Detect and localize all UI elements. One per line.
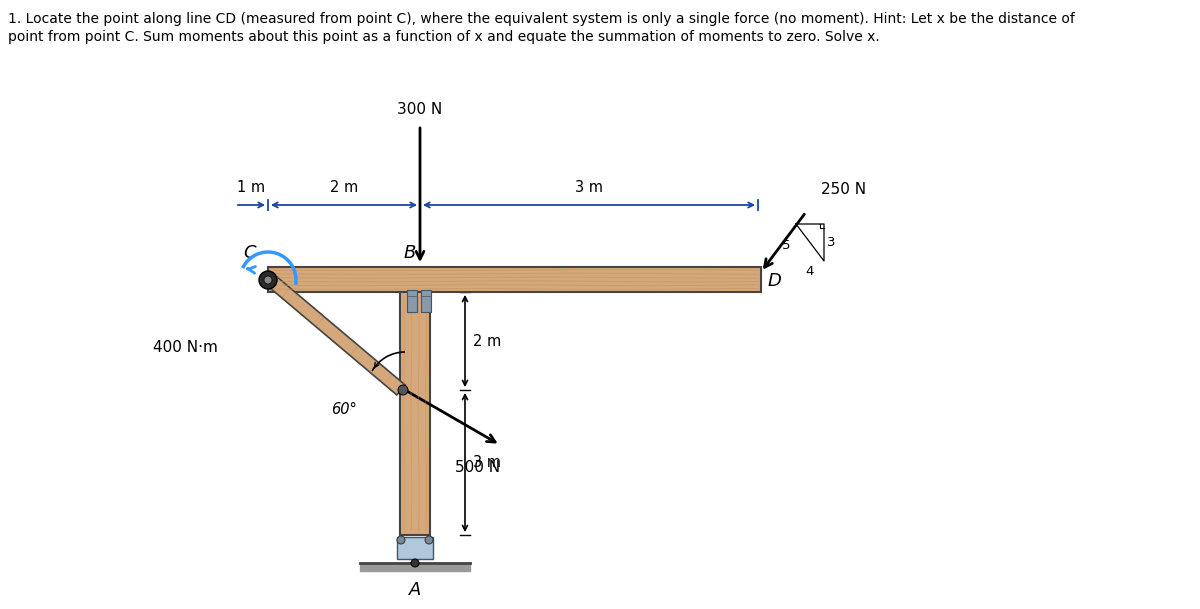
Text: 5: 5 — [781, 239, 790, 252]
Text: 300 N: 300 N — [397, 102, 443, 117]
Text: point from point C. Sum moments about this point as a function of x and equate t: point from point C. Sum moments about th… — [8, 30, 880, 44]
Bar — [397, 537, 433, 559]
Bar — [407, 290, 418, 312]
Circle shape — [259, 271, 277, 289]
Polygon shape — [400, 292, 430, 535]
Text: 400 N·m: 400 N·m — [154, 340, 218, 355]
Circle shape — [425, 536, 433, 544]
Text: 4: 4 — [806, 265, 814, 278]
Text: 500 N: 500 N — [455, 460, 500, 475]
Text: 60°: 60° — [331, 403, 358, 418]
Text: 3: 3 — [827, 236, 835, 249]
Circle shape — [397, 536, 406, 544]
Text: D: D — [768, 272, 782, 290]
Text: C: C — [244, 244, 256, 262]
Text: 3 m: 3 m — [575, 180, 604, 195]
Text: 3 m: 3 m — [473, 455, 502, 470]
Text: 1 m: 1 m — [238, 180, 265, 195]
Text: 1. Locate the point along line CD (measured from point C), where the equivalent : 1. Locate the point along line CD (measu… — [8, 12, 1075, 26]
Text: 2 m: 2 m — [473, 334, 502, 348]
Text: B: B — [404, 244, 416, 262]
Text: 2 m: 2 m — [330, 180, 358, 195]
Circle shape — [410, 559, 419, 567]
Text: 250 N: 250 N — [821, 182, 866, 197]
Polygon shape — [268, 267, 761, 292]
Text: A: A — [409, 581, 421, 599]
Circle shape — [398, 385, 408, 395]
Bar — [421, 290, 431, 312]
Circle shape — [264, 276, 272, 284]
Polygon shape — [269, 277, 406, 395]
